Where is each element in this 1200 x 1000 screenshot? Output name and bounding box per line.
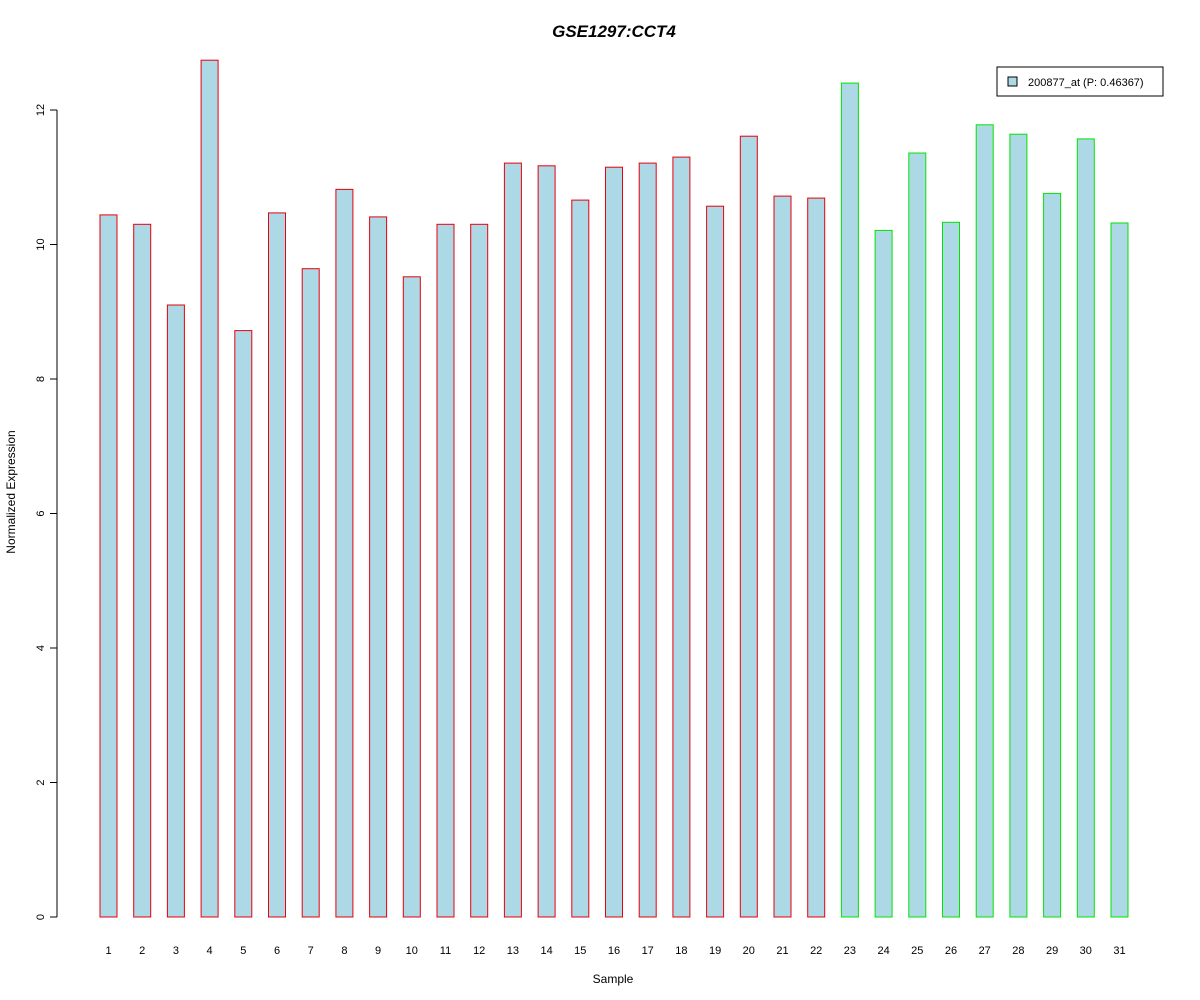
bar <box>99 214 118 918</box>
bar <box>605 166 623 918</box>
bar <box>436 223 455 918</box>
x-tick-labels: 1 2 3 4 5 6 7 8 9 10 11 12 13 14 15 16 17 18 19 20 21 22 23 24 2… <box>105 945 1125 957</box>
x-tick-label: 6 <box>274 945 280 957</box>
y-tick-label: 4 <box>35 645 47 651</box>
legend-entry: 200877_at (P: 0.46367) <box>1028 77 1144 89</box>
bars <box>99 59 1129 918</box>
x-tick-label: 5 <box>240 945 246 957</box>
bar <box>133 223 152 918</box>
bar <box>706 205 725 918</box>
x-tick-label: 9 <box>375 945 381 957</box>
bar <box>335 188 354 918</box>
bar <box>739 135 758 918</box>
x-tick-label: 27 <box>979 945 991 957</box>
x-tick-label: 15 <box>574 945 586 957</box>
bar <box>1110 222 1129 918</box>
x-tick-label: 16 <box>608 945 620 957</box>
bar <box>402 276 421 918</box>
x-tick-label: 21 <box>776 945 788 957</box>
bar <box>234 330 253 918</box>
y-axis: 0 2 4 6 8 10 12 <box>35 104 58 920</box>
x-tick-label: 30 <box>1080 945 1092 957</box>
chart-title: GSE1297:CCT4 <box>552 22 676 41</box>
bar <box>1076 138 1095 918</box>
x-tick-label: 4 <box>207 945 213 957</box>
x-tick-label: 7 <box>308 945 314 957</box>
bar <box>571 199 590 918</box>
y-tick-label: 10 <box>35 238 47 250</box>
bar <box>268 212 286 918</box>
x-tick-label: 23 <box>844 945 856 957</box>
bar <box>908 152 927 918</box>
bar <box>807 197 826 918</box>
x-tick-label: 31 <box>1113 945 1125 957</box>
bar <box>166 304 185 918</box>
x-tick-label: 17 <box>642 945 654 957</box>
y-tick-label: 2 <box>35 779 47 785</box>
x-tick-label: 19 <box>709 945 721 957</box>
x-tick-label: 28 <box>1012 945 1024 957</box>
x-tick-label: 2 <box>139 945 145 957</box>
x-tick-label: 12 <box>473 945 485 957</box>
x-axis-label: Sample <box>593 972 634 986</box>
bar <box>470 223 489 918</box>
bar <box>942 221 960 918</box>
bar <box>975 124 994 918</box>
y-tick-label: 8 <box>35 376 47 382</box>
bar <box>301 268 320 918</box>
x-tick-label: 11 <box>440 945 451 957</box>
y-tick-label: 6 <box>35 510 47 516</box>
x-tick-label: 24 <box>877 945 889 957</box>
x-tick-label: 18 <box>675 945 687 957</box>
bar <box>537 165 556 918</box>
bar <box>840 82 859 918</box>
y-axis-label: Normalized Expression <box>4 430 18 553</box>
y-tick-label: 12 <box>35 104 47 116</box>
bar <box>1043 192 1062 918</box>
x-tick-label: 1 <box>105 945 111 957</box>
bar <box>503 162 522 918</box>
bar <box>874 229 893 918</box>
bar <box>672 156 691 918</box>
legend: 200877_at (P: 0.46367) <box>996 66 1164 97</box>
x-tick-label: 13 <box>507 945 519 957</box>
x-tick-label: 10 <box>406 945 418 957</box>
x-tick-label: 14 <box>540 945 552 957</box>
bar <box>638 162 657 918</box>
bar <box>773 195 792 918</box>
x-tick-label: 3 <box>173 945 179 957</box>
y-tick-label: 0 <box>35 914 47 920</box>
x-tick-label: 8 <box>341 945 347 957</box>
bar <box>200 59 219 918</box>
bar <box>1009 133 1028 918</box>
x-tick-label: 26 <box>945 945 957 957</box>
x-tick-label: 22 <box>810 945 822 957</box>
legend-box <box>996 66 1164 97</box>
x-tick-label: 20 <box>743 945 755 957</box>
x-tick-label: 29 <box>1046 945 1058 957</box>
legend-swatch <box>1007 76 1018 87</box>
x-tick-label: 25 <box>911 945 923 957</box>
bar <box>369 216 388 918</box>
